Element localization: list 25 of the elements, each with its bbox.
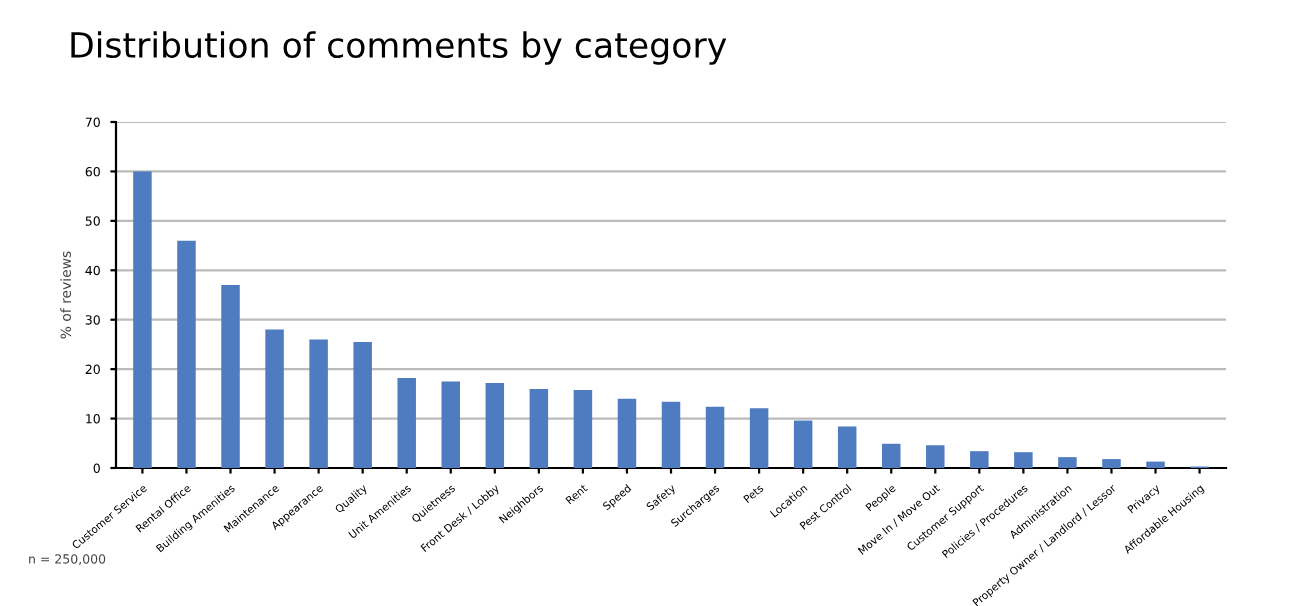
- bar: [353, 341, 372, 468]
- bar: [1058, 457, 1077, 468]
- bar: [705, 406, 725, 468]
- bar: [441, 381, 461, 468]
- bar: [573, 389, 593, 468]
- bar: [529, 388, 549, 468]
- bar: [177, 240, 196, 468]
- bar: [837, 426, 857, 468]
- bar: [133, 171, 152, 468]
- bar: [265, 329, 284, 468]
- bar: [1146, 461, 1165, 468]
- bar: [221, 285, 240, 468]
- bar: [970, 451, 989, 468]
- bar: [485, 382, 505, 468]
- bar: [793, 420, 813, 468]
- chart-title: Distribution of comments by category: [71, 31, 727, 65]
- bar: [749, 408, 769, 468]
- bar: [617, 398, 637, 468]
- bar: [397, 378, 416, 468]
- bar: [1014, 452, 1033, 468]
- bar: [661, 401, 681, 468]
- bar: [926, 445, 945, 468]
- bar: [1102, 459, 1121, 468]
- bar: [309, 339, 328, 468]
- bar: [881, 443, 901, 468]
